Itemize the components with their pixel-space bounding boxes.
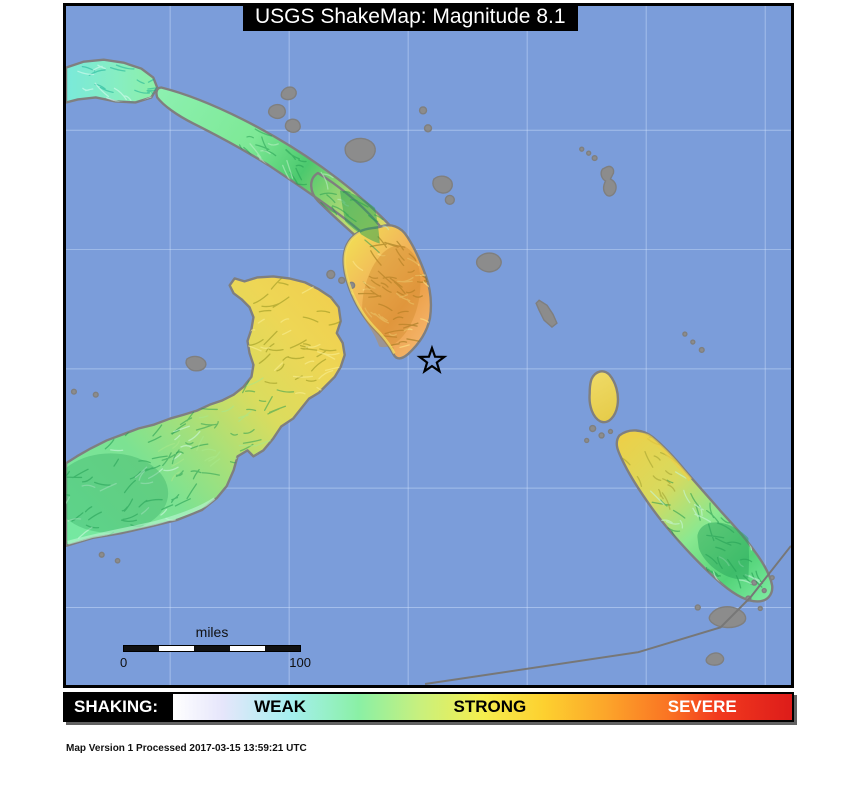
islet xyxy=(338,276,346,285)
map-canvas xyxy=(66,6,791,685)
epicenter-star-marker xyxy=(416,344,448,375)
island xyxy=(66,275,346,548)
islet xyxy=(757,605,763,612)
legend-label-strong: STRONG xyxy=(453,697,527,716)
map-title: USGS ShakeMap: Magnitude 8.1 xyxy=(243,3,578,31)
shaking-legend-label: SHAKING: xyxy=(65,694,173,720)
coastal-fringe xyxy=(620,432,694,482)
islet xyxy=(444,194,455,206)
islet xyxy=(92,391,99,398)
islet xyxy=(114,557,121,564)
islet xyxy=(708,606,747,629)
terrain-tints xyxy=(66,190,760,580)
terrain-tint xyxy=(697,522,760,580)
islet xyxy=(326,269,336,280)
islet xyxy=(98,551,105,558)
islet xyxy=(769,574,775,581)
islet xyxy=(475,252,502,273)
islet xyxy=(591,155,598,162)
islands-layer xyxy=(66,58,775,666)
islet xyxy=(267,103,286,120)
terrain-tint xyxy=(66,453,169,533)
islet xyxy=(588,424,597,433)
islet xyxy=(535,299,558,329)
islet xyxy=(682,331,688,337)
islet xyxy=(280,86,297,101)
terrain-tint xyxy=(362,245,421,348)
scale-tick-end: 100 xyxy=(289,655,311,670)
scale-tick-start: 0 xyxy=(120,655,128,670)
islet xyxy=(344,137,376,163)
island xyxy=(588,370,620,424)
islet xyxy=(598,432,605,439)
islet xyxy=(185,355,207,372)
islet xyxy=(698,346,705,354)
islet xyxy=(70,388,78,395)
shaking-gradient: WEAK STRONG SEVERE xyxy=(173,694,792,720)
map-area: miles 0 100 xyxy=(63,3,794,688)
islet xyxy=(761,587,767,594)
islet xyxy=(284,118,301,133)
terrain-squiggles xyxy=(66,409,209,538)
islet xyxy=(607,428,614,435)
scale-bar-segments xyxy=(123,645,301,652)
coastal-fringe xyxy=(67,497,216,545)
islet xyxy=(423,124,433,133)
islet xyxy=(694,604,701,611)
map-version-footer: Map Version 1 Processed 2017-03-15 13:59… xyxy=(66,743,307,754)
legend-label-weak: WEAK xyxy=(254,697,307,716)
scale-tick-labels: 0 100 xyxy=(120,655,311,670)
islet xyxy=(584,437,590,444)
island xyxy=(66,58,159,104)
islet xyxy=(705,652,725,666)
map-scale-bar: miles 0 100 xyxy=(120,624,311,670)
national-border-line xyxy=(424,545,791,685)
islet xyxy=(432,175,453,194)
legend-label-severe: SEVERE xyxy=(667,697,737,716)
islet xyxy=(690,339,696,345)
shaking-legend: SHAKING: WEAK STRONG SEVERE xyxy=(63,692,794,722)
scale-unit-label: miles xyxy=(195,624,229,640)
terrain-squiggles xyxy=(157,377,271,482)
islet xyxy=(418,106,428,115)
islet xyxy=(579,146,585,152)
islet xyxy=(585,150,592,156)
islet xyxy=(600,165,617,197)
